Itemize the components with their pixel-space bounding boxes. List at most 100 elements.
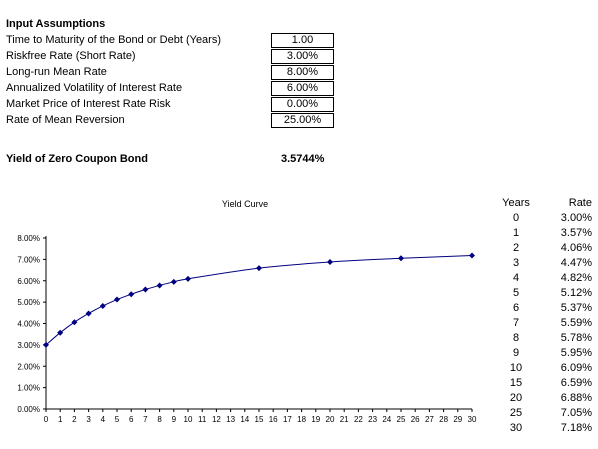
rate-cell: 7.05% — [560, 407, 592, 419]
chart-title: Yield Curve — [222, 199, 268, 209]
table-row: 2 4.06% — [494, 241, 596, 256]
x-tick-label: 10 — [184, 415, 193, 424]
rate-cell: 6.59% — [560, 377, 592, 389]
yield-curve-chart: Yield Curve 0.00% 1.00% 2.00% 3.00% 4.00% 5.0… — [17, 199, 477, 424]
years-cell: 6 — [512, 302, 520, 314]
assumption-label: Riskfree Rate (Short Rate) — [6, 50, 136, 62]
table-row: 10 6.09% — [494, 361, 596, 376]
yield-result-label: Yield of Zero Coupon Bond — [6, 153, 148, 165]
x-tick-label: 15 — [255, 415, 264, 424]
years-cell: 5 — [512, 287, 520, 299]
data-point-marker — [114, 296, 120, 303]
rate-cell: 5.59% — [560, 317, 592, 329]
table-row: 3 4.47% — [494, 256, 596, 271]
data-point-marker — [128, 291, 135, 298]
x-tick-label: 3 — [86, 415, 91, 424]
x-tick-label: 20 — [326, 415, 335, 424]
assumption-label: Long-run Mean Rate — [6, 66, 107, 78]
x-tick-label: 23 — [368, 415, 377, 424]
assumption-label: Annualized Volatility of Interest Rate — [6, 82, 183, 94]
y-tick-label: 2.00% — [17, 362, 40, 371]
x-tick-label: 24 — [382, 415, 391, 424]
data-point-marker — [99, 302, 106, 309]
table-row: 25 7.05% — [494, 406, 596, 421]
assumption-row: Time to Maturity of the Bond or Debt (Ye… — [6, 32, 334, 48]
years-cell: 15 — [509, 377, 523, 389]
yield-result-value: 3.5744% — [281, 153, 325, 165]
rate-cell: 4.06% — [560, 242, 592, 254]
assumption-row: Market Price of Interest Rate Risk 0.00% — [6, 96, 334, 112]
x-tick-label: 29 — [453, 415, 462, 424]
assumption-label: Time to Maturity of the Bond or Debt (Ye… — [6, 34, 221, 46]
table-row: 9 5.95% — [494, 346, 596, 361]
x-tick-label: 26 — [411, 415, 420, 424]
data-point-marker — [256, 265, 262, 272]
rate-cell: 4.82% — [560, 272, 592, 284]
volatility-input-cell[interactable]: 6.00% — [271, 81, 334, 96]
rate-cell: 3.57% — [560, 227, 592, 239]
y-tick-label: 8.00% — [17, 234, 40, 243]
y-tick-label: 7.00% — [17, 255, 40, 264]
data-point-marker — [71, 319, 78, 326]
maturity-input-cell[interactable]: 1.00 — [271, 33, 334, 48]
x-tick-label: 25 — [397, 415, 406, 424]
table-row: 4 4.82% — [494, 271, 596, 286]
x-tick-label: 5 — [115, 415, 120, 424]
input-assumptions-panel: Input Assumptions Time to Maturity of th… — [6, 16, 334, 128]
years-cell: 9 — [512, 347, 520, 359]
rate-cell: 5.78% — [560, 332, 592, 344]
data-point-marker — [170, 278, 177, 285]
table-header-row: Years Rate — [494, 196, 596, 211]
x-tick-label: 16 — [269, 415, 278, 424]
x-tick-label: 13 — [226, 415, 235, 424]
rate-cell: 6.88% — [560, 392, 592, 404]
years-column-header: Years — [502, 197, 530, 209]
assumption-row: Annualized Volatility of Interest Rate 6… — [6, 80, 334, 96]
x-tick-label: 21 — [340, 415, 349, 424]
long-run-mean-input-cell[interactable]: 8.00% — [271, 65, 334, 80]
assumption-label: Market Price of Interest Rate Risk — [6, 98, 171, 110]
mean-reversion-input-cell[interactable]: 25.00% — [271, 113, 334, 128]
table-row: 0 3.00% — [494, 211, 596, 226]
data-point-marker — [43, 341, 49, 348]
years-cell: 2 — [512, 242, 520, 254]
y-axis: 0.00% 1.00% 2.00% 3.00% 4.00% 5.00% 6.00% 7.00%… — [17, 234, 47, 414]
x-axis: 0 1 2 3 4 5 6 7 8 9 10 11 12 13 14 15 16 17 18 19 20 21 22 23 24… — [44, 408, 477, 424]
rate-cell: 6.09% — [560, 362, 592, 374]
rate-cell: 3.00% — [560, 212, 592, 224]
x-tick-label: 9 — [172, 415, 177, 424]
years-cell: 30 — [509, 422, 523, 434]
table-row: 7 5.59% — [494, 316, 596, 331]
x-tick-label: 22 — [354, 415, 363, 424]
x-tick-label: 2 — [72, 415, 77, 424]
x-tick-label: 1 — [58, 415, 63, 424]
table-row: 1 3.57% — [494, 226, 596, 241]
years-cell: 7 — [512, 317, 520, 329]
risk-price-input-cell[interactable]: 0.00% — [271, 97, 334, 112]
y-tick-label: 4.00% — [17, 320, 40, 329]
x-tick-label: 14 — [240, 415, 249, 424]
x-tick-label: 4 — [101, 415, 106, 424]
x-tick-label: 0 — [44, 415, 49, 424]
y-tick-label: 6.00% — [17, 277, 40, 286]
rate-cell: 7.18% — [560, 422, 592, 434]
x-tick-label: 18 — [297, 415, 306, 424]
data-point-marker — [185, 275, 191, 282]
years-cell: 10 — [509, 362, 523, 374]
riskfree-rate-input-cell[interactable]: 3.00% — [271, 49, 334, 64]
years-cell: 8 — [512, 332, 520, 344]
data-point-marker — [398, 255, 404, 262]
rate-column-header: Rate — [568, 197, 592, 209]
y-tick-label: 0.00% — [17, 405, 40, 414]
x-tick-label: 8 — [157, 415, 162, 424]
assumption-row: Long-run Mean Rate 8.00% — [6, 64, 334, 80]
x-tick-label: 12 — [212, 415, 221, 424]
years-cell: 4 — [512, 272, 520, 284]
years-cell: 1 — [512, 227, 520, 239]
x-tick-label: 27 — [425, 415, 434, 424]
data-point-marker — [469, 252, 475, 259]
data-point-marker — [327, 258, 333, 265]
years-cell: 0 — [512, 212, 520, 224]
y-tick-label: 3.00% — [17, 341, 40, 350]
assumption-row: Riskfree Rate (Short Rate) 3.00% — [6, 48, 334, 64]
